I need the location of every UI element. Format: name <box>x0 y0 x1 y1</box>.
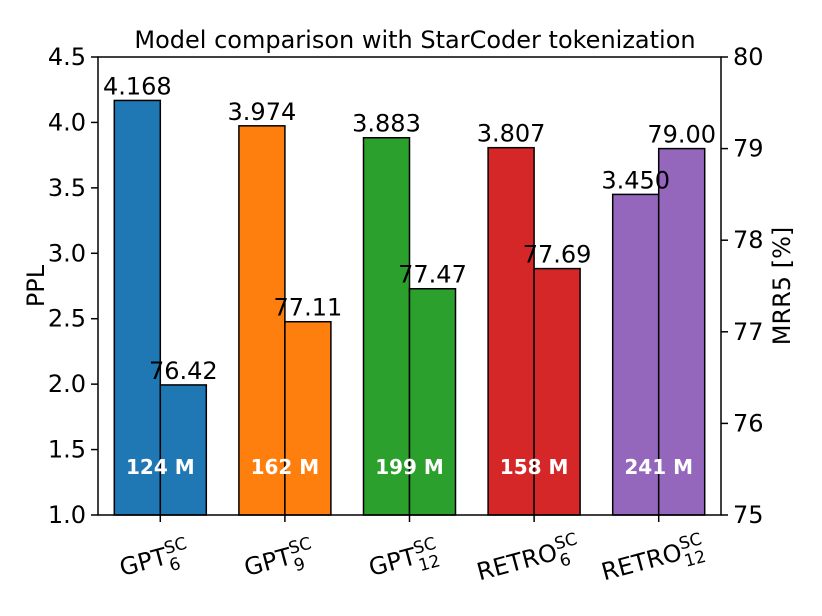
y2-tick-label: 76 <box>733 409 764 437</box>
chart-title: Model comparison with StarCoder tokeniza… <box>134 26 695 54</box>
bar-mrr5 <box>657 147 706 516</box>
value-label-ppl: 3.450 <box>601 166 670 194</box>
bar-mrr5 <box>408 287 457 516</box>
value-label-ppl: 4.168 <box>103 72 172 100</box>
x-tick-label: RETROSC12 <box>598 529 709 593</box>
value-labels-group: 4.168 76.42 124 M 3.974 77.11 162 M 3.883 77.47… <box>103 72 716 479</box>
param-count-label: 158 M <box>500 455 569 479</box>
bars-group <box>113 99 706 516</box>
x-tick-label: GPTSC6 <box>116 534 194 589</box>
y-tick-label: 1.0 <box>48 501 86 529</box>
y-axis-label: PPL <box>22 264 50 307</box>
value-label-mrr5: 77.47 <box>398 261 467 289</box>
param-count-label: 199 M <box>375 455 444 479</box>
value-label-ppl: 3.974 <box>228 98 297 126</box>
param-count-label: 124 M <box>126 455 195 479</box>
y-axis-right: 75 76 77 78 79 80 <box>721 43 764 529</box>
y2-tick-label: 75 <box>733 501 764 529</box>
y2-tick-label: 77 <box>733 318 764 346</box>
x-tick-label: RETROSC6 <box>473 529 584 593</box>
y-tick-label: 3.0 <box>48 239 86 267</box>
x-axis: GPTSC6 GPTSC9 GPTSC12 RETROSC6 RETROSC12 <box>116 515 709 593</box>
y-tick-label: 1.5 <box>48 436 86 464</box>
y2-tick-label: 80 <box>733 43 764 71</box>
y-tick-label: 4.0 <box>48 108 86 136</box>
bar-ppl <box>113 99 162 516</box>
bar-ppl <box>487 146 535 516</box>
value-label-mrr5: 79.00 <box>647 121 716 149</box>
param-count-label: 241 M <box>624 455 693 479</box>
bar-ppl <box>362 136 411 516</box>
x-tick-label: GPTSC9 <box>240 534 318 589</box>
value-label-ppl: 3.883 <box>352 110 421 138</box>
value-label-mrr5: 77.11 <box>274 294 343 322</box>
value-label-mrr5: 76.42 <box>149 357 218 385</box>
x-tick-label: GPTSC12 <box>365 534 443 589</box>
y2-axis-label: MRR5 [%] <box>768 227 796 346</box>
bar-mrr5 <box>159 384 208 516</box>
y-axis-left: 1.0 1.5 2.0 2.5 3.0 3.5 4.0 4.5 <box>48 43 98 529</box>
bar-mrr5 <box>284 320 332 516</box>
y-tick-label: 2.0 <box>48 370 86 398</box>
bar-mrr5 <box>533 267 581 516</box>
y2-tick-label: 79 <box>733 135 764 163</box>
param-count-label: 162 M <box>251 455 320 479</box>
y-tick-label: 4.5 <box>48 43 86 71</box>
y-tick-label: 2.5 <box>48 305 86 333</box>
value-label-ppl: 3.807 <box>477 120 546 148</box>
value-label-mrr5: 77.69 <box>523 241 592 269</box>
bar-ppl <box>238 125 286 516</box>
y-tick-label: 3.5 <box>48 174 86 202</box>
y2-tick-label: 78 <box>733 226 764 254</box>
